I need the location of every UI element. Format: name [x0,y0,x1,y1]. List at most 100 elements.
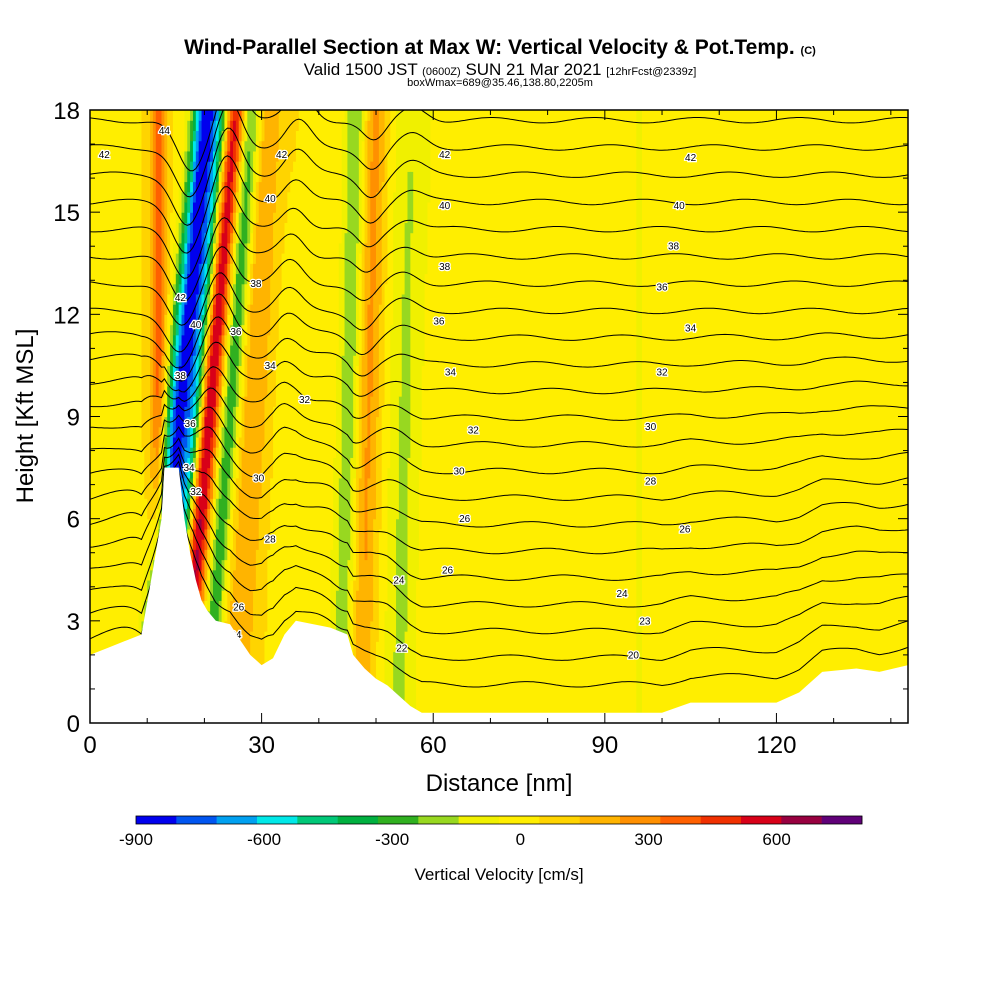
velocity-cell [215,212,220,223]
velocity-cell [361,355,366,723]
velocity-cell [218,242,223,264]
velocity-cell [341,110,346,121]
velocity-cell [790,110,795,723]
velocity-cell [224,181,228,203]
velocity-cell [318,110,323,723]
velocity-cell [198,467,203,489]
velocity-cell [293,161,297,723]
velocity-cell [227,222,231,244]
velocity-cell [378,304,383,530]
velocity-cell [158,518,163,530]
velocity-cell [170,212,174,285]
velocity-cell [167,110,171,295]
velocity-cell [192,426,197,448]
theta-contour-label: 38 [668,242,680,253]
velocity-cell [218,447,223,469]
velocity-cell [876,110,880,723]
velocity-cell [590,110,594,723]
velocity-cell [430,120,434,723]
velocity-cell [376,416,380,642]
velocity-cell [235,110,240,142]
velocity-cell [192,447,197,458]
velocity-cell [261,110,266,142]
velocity-cell [519,110,523,723]
velocity-cell [284,110,288,223]
theta-contour-label: 32 [299,395,311,406]
velocity-cell [381,406,386,723]
velocity-cell [204,365,208,377]
velocity-cell [218,406,223,428]
velocity-cell [164,110,168,315]
velocity-cell [347,559,351,683]
velocity-cell [215,222,220,244]
velocity-cell [218,191,223,203]
velocity-cell [192,201,197,326]
velocity-cell [676,110,680,723]
velocity-cell [233,406,237,448]
velocity-cell [244,242,248,285]
velocity-cell [207,579,211,612]
velocity-cell [230,232,234,244]
velocity-cell [782,110,786,723]
velocity-cell [421,365,426,723]
velocity-cell [398,396,403,723]
velocity-cell [144,110,148,499]
velocity-cell [190,161,194,183]
velocity-cell [210,324,214,336]
velocity-cell [224,304,228,326]
velocity-cell [450,110,454,723]
velocity-cell [244,283,248,315]
velocity-cell [221,161,226,172]
velocity-cell [184,263,188,285]
velocity-cell [813,110,818,723]
velocity-cell [204,263,208,285]
velocity-cell [224,375,228,397]
velocity-cell [624,110,629,723]
velocity-cell [215,273,220,295]
theta-contour-label: 30 [645,422,657,433]
theta-contour-label: 26 [442,565,454,576]
velocity-cell [215,110,220,121]
velocity-cell [195,150,200,172]
velocity-cell [175,314,180,336]
velocity-cell [853,110,858,723]
velocity-cell [210,263,214,275]
velocity-cell [819,110,823,723]
velocity-cell [333,110,337,458]
velocity-cell [381,110,386,183]
velocity-cell [613,110,617,723]
velocity-cell [190,528,194,540]
velocity-cell [687,110,692,723]
velocity-cell [410,232,414,723]
velocity-cell [155,508,160,530]
velocity-cell [281,253,286,723]
velocity-cell [98,110,103,723]
velocity-cell [253,110,257,152]
velocity-cell [212,406,217,428]
y-tick-label: 0 [67,711,80,738]
velocity-cell [215,140,220,162]
theta-contour [90,406,908,475]
velocity-cell [195,488,200,499]
theta-contour [90,246,908,326]
colorbar-tick-label: 300 [634,830,662,849]
velocity-cell [802,110,806,723]
velocity-cell [230,304,234,326]
y-tick-label: 15 [53,200,80,227]
velocity-cell [633,110,637,723]
velocity-cell [207,191,211,223]
velocity-cell [215,447,220,458]
colorbar-swatch [579,816,621,824]
velocity-cell [204,232,208,264]
velocity-cell [230,283,234,305]
velocity-cell [215,477,220,499]
velocity-cell [407,171,411,458]
velocity-cell [224,130,228,142]
theta-contour-label: 30 [453,467,465,478]
velocity-cell [358,253,363,356]
velocity-cell [255,181,260,223]
velocity-cell [218,467,223,499]
velocity-cell [593,110,597,723]
velocity-cell [192,416,197,428]
velocity-cell [401,293,406,723]
